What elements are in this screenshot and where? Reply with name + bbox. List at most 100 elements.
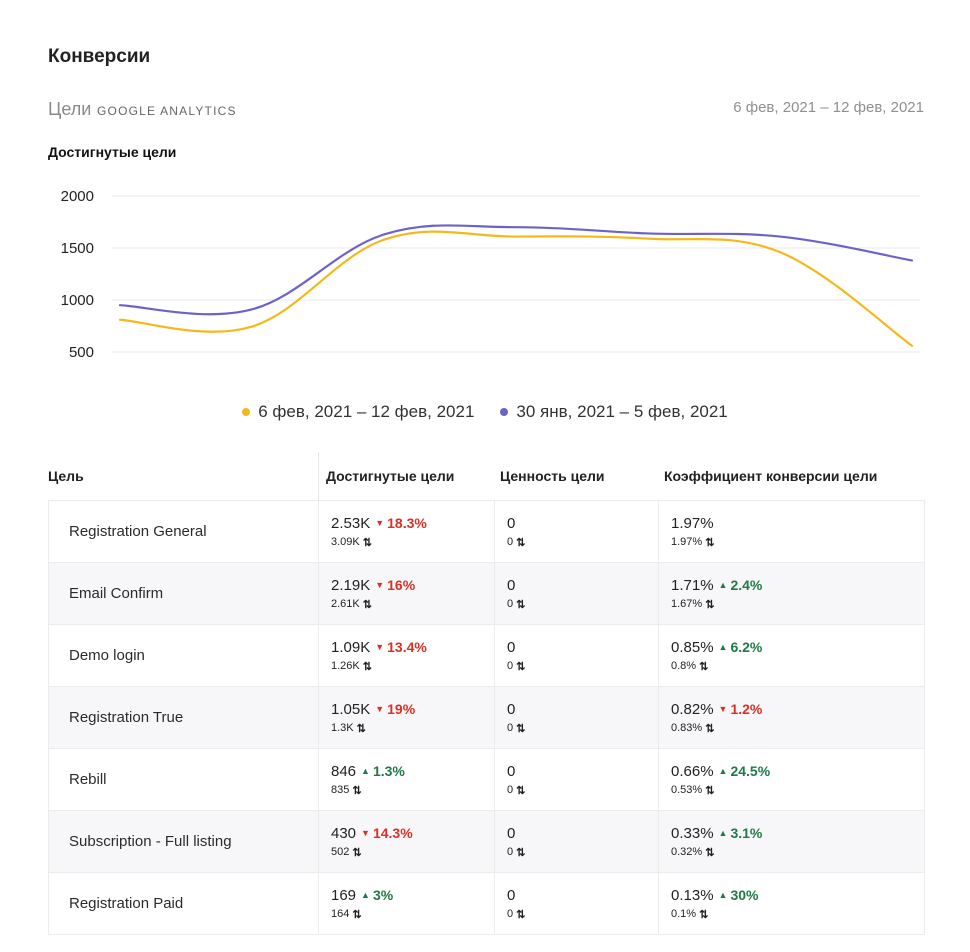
delta-value: 6.2%: [730, 639, 763, 655]
swap-vertical-icon: ⇅: [516, 598, 526, 611]
delta-up: ▲ 3.1%: [719, 825, 763, 841]
series-line[interactable]: [118, 230, 914, 347]
delta-up: ▲ 6.2%: [719, 639, 763, 655]
goal-value: 0: [507, 886, 516, 904]
table-header: Цель Достигнутые цели Ценность цели Коэф…: [48, 452, 925, 500]
goal-name: Registration True: [48, 687, 318, 748]
reached-prev-value: 835: [331, 784, 350, 796]
delta-up: ▲ 3%: [361, 887, 393, 903]
delta-value: 2.4%: [730, 577, 763, 593]
goal-value: 0: [507, 514, 516, 532]
reached-value: 1.05K: [331, 700, 371, 718]
delta-value: 16%: [387, 577, 416, 593]
rate-cell: 1.71% ▲ 2.4% 1.67% ⇅: [658, 563, 925, 624]
date-range[interactable]: 6 фев, 2021 – 12 фев, 2021: [733, 99, 924, 116]
triangle-up-icon: ▲: [718, 890, 728, 900]
reached-value: 430: [331, 824, 357, 842]
value-cell: 0 0 ⇅: [494, 501, 658, 562]
value-cell: 0 0 ⇅: [494, 811, 658, 872]
rate-prev-value: 0.83%: [671, 722, 703, 734]
swap-vertical-icon: ⇅: [516, 722, 526, 735]
swap-vertical-icon: ⇅: [699, 908, 709, 921]
reached-value: 169: [331, 886, 357, 904]
triangle-up-icon: ▲: [361, 766, 370, 776]
rate-value: 1.97%: [671, 514, 714, 532]
rate-cell: 0.66% ▲ 24.5% 0.53% ⇅: [658, 749, 925, 810]
table-body: Registration General 2.53K ▼ 18.3% 3.09K ⇅ …: [48, 500, 925, 935]
goal-value-prev: 0: [507, 660, 514, 672]
goal-name: Registration Paid: [48, 873, 318, 934]
table-row[interactable]: Rebill 846 ▲ 1.3% 835 ⇅ 0 0 ⇅ 0.66% ▲ 24.5% 0.…: [48, 749, 925, 811]
delta-value: 19%: [387, 701, 416, 717]
swap-vertical-icon: ⇅: [516, 536, 526, 549]
legend-item[interactable]: 6 фев, 2021 – 12 фев, 2021: [242, 402, 474, 422]
rate-prev-value: 1.67%: [671, 598, 703, 610]
table-row[interactable]: Email Confirm 2.19K ▼ 16% 2.61K ⇅ 0 0 ⇅ 1.71…: [48, 563, 925, 625]
rate-prev-value: 0.8%: [671, 660, 697, 672]
rate-value: 0.33%: [671, 824, 714, 842]
swap-vertical-icon: ⇅: [356, 722, 366, 735]
legend-item[interactable]: 30 янв, 2021 – 5 фев, 2021: [500, 402, 728, 422]
swap-vertical-icon: ⇅: [705, 784, 715, 797]
goal-name: Rebill: [48, 749, 318, 810]
swap-vertical-icon: ⇅: [516, 660, 526, 673]
y-tick-label: 500: [69, 344, 94, 361]
rate-prev-value: 0.1%: [671, 908, 697, 920]
goal-value-prev: 0: [507, 722, 514, 734]
reached-cell: 1.05K ▼ 19% 1.3K ⇅: [318, 687, 494, 748]
column-header-value[interactable]: Ценность цели: [500, 468, 605, 484]
delta-up: ▲ 24.5%: [719, 763, 771, 779]
goal-value-prev: 0: [507, 536, 514, 548]
swap-vertical-icon: ⇅: [699, 660, 709, 673]
goal-value: 0: [507, 638, 516, 656]
goal-name: Demo login: [48, 625, 318, 686]
legend-dot-icon: [242, 408, 251, 416]
delta-down: ▼ 14.3%: [361, 825, 413, 841]
delta-down: ▼ 16%: [375, 577, 415, 593]
goal-name: Email Confirm: [48, 563, 318, 624]
value-cell: 0 0 ⇅: [494, 873, 658, 934]
goals-table: Цель Достигнутые цели Ценность цели Коэф…: [48, 452, 925, 935]
legend-label: 6 фев, 2021 – 12 фев, 2021: [258, 402, 475, 421]
goal-name: Subscription - Full listing: [48, 811, 318, 872]
delta-up: ▲ 30%: [719, 887, 759, 903]
goals-line-chart: 2000 1500 1000 500: [61, 188, 920, 361]
delta-value: 18.3%: [387, 515, 427, 531]
reached-value: 1.09K: [331, 638, 371, 656]
rate-value: 0.13%: [671, 886, 714, 904]
table-row[interactable]: Registration Paid 169 ▲ 3% 164 ⇅ 0 0 ⇅ 0.13%…: [48, 873, 925, 935]
column-header-goal[interactable]: Цель: [48, 468, 84, 484]
delta-value: 3.1%: [730, 825, 763, 841]
reached-cell: 2.19K ▼ 16% 2.61K ⇅: [318, 563, 494, 624]
delta-down: ▼ 18.3%: [375, 515, 427, 531]
table-row[interactable]: Registration True 1.05K ▼ 19% 1.3K ⇅ 0 0 ⇅ 0…: [48, 687, 925, 749]
swap-vertical-icon: ⇅: [362, 598, 372, 611]
legend-dot-icon: [500, 408, 509, 416]
goals-label: Цели: [48, 99, 92, 119]
delta-value: 14.3%: [372, 825, 413, 841]
rate-value: 1.71%: [671, 576, 714, 594]
swap-vertical-icon: ⇅: [705, 846, 715, 859]
table-row[interactable]: Registration General 2.53K ▼ 18.3% 3.09K ⇅ …: [48, 501, 925, 563]
column-header-rate[interactable]: Коэффициент конверсии цели: [664, 468, 878, 484]
triangle-down-icon: ▼: [375, 642, 385, 652]
reached-cell: 2.53K ▼ 18.3% 3.09K ⇅: [318, 501, 494, 562]
goal-value-prev: 0: [507, 598, 514, 610]
swap-vertical-icon: ⇅: [516, 846, 526, 859]
table-row[interactable]: Subscription - Full listing 430 ▼ 14.3% 50…: [48, 811, 925, 873]
rate-value: 0.82%: [671, 700, 714, 718]
y-tick-label: 2000: [61, 188, 94, 205]
table-row[interactable]: Demo login 1.09K ▼ 13.4% 1.26K ⇅ 0 0 ⇅ 0.85%…: [48, 625, 925, 687]
reached-cell: 1.09K ▼ 13.4% 1.26K ⇅: [318, 625, 494, 686]
reached-prev-value: 3.09K: [331, 536, 360, 548]
swap-vertical-icon: ⇅: [516, 784, 526, 797]
goal-value: 0: [507, 762, 516, 780]
delta-value: 1.2%: [730, 701, 763, 717]
goal-value-prev: 0: [507, 908, 514, 920]
column-header-reached[interactable]: Достигнутые цели: [318, 452, 494, 500]
page-title: Конверсии: [48, 46, 151, 67]
y-tick-label: 1500: [61, 240, 94, 257]
triangle-up-icon: ▲: [718, 642, 728, 652]
delta-value: 1.3%: [372, 763, 405, 779]
series-line[interactable]: [118, 224, 914, 316]
